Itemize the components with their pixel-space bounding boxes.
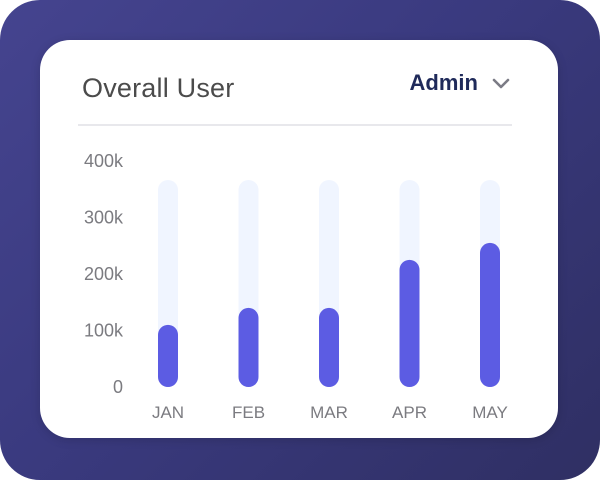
- x-tick-label: FEB: [232, 403, 265, 422]
- card-title: Overall User: [82, 73, 235, 103]
- bar-mar[interactable]: [319, 307, 339, 387]
- y-tick-label: 100k: [84, 321, 124, 341]
- y-tick-label: 300k: [84, 208, 124, 228]
- user-bar-chart: 0 100k 200k 300k 400k JAN FEB MAR APR MAY: [84, 151, 508, 422]
- y-axis: 0 100k 200k 300k 400k: [84, 151, 124, 397]
- bar-feb[interactable]: [238, 307, 259, 387]
- bar-apr[interactable]: [399, 259, 420, 387]
- x-tick-label: APR: [392, 403, 427, 422]
- y-tick-label: 0: [113, 377, 123, 397]
- x-tick-label: MAY: [472, 403, 508, 422]
- y-tick-label: 200k: [84, 264, 124, 284]
- overall-user-card: Overall User Admin 0 100k 200k 300k 400k JAN…: [40, 40, 558, 438]
- x-tick-label: MAR: [310, 403, 348, 422]
- bar-may[interactable]: [480, 242, 500, 387]
- y-tick-label: 400k: [84, 151, 124, 171]
- role-filter-label: Admin: [409, 70, 478, 95]
- x-tick-label: JAN: [152, 403, 184, 422]
- chevron-down-icon: [492, 78, 510, 89]
- header-divider: [78, 124, 512, 126]
- bars: [158, 180, 500, 387]
- bar-jan[interactable]: [158, 324, 178, 387]
- x-axis: JAN FEB MAR APR MAY: [152, 403, 508, 422]
- role-filter-dropdown[interactable]: Admin: [410, 70, 512, 96]
